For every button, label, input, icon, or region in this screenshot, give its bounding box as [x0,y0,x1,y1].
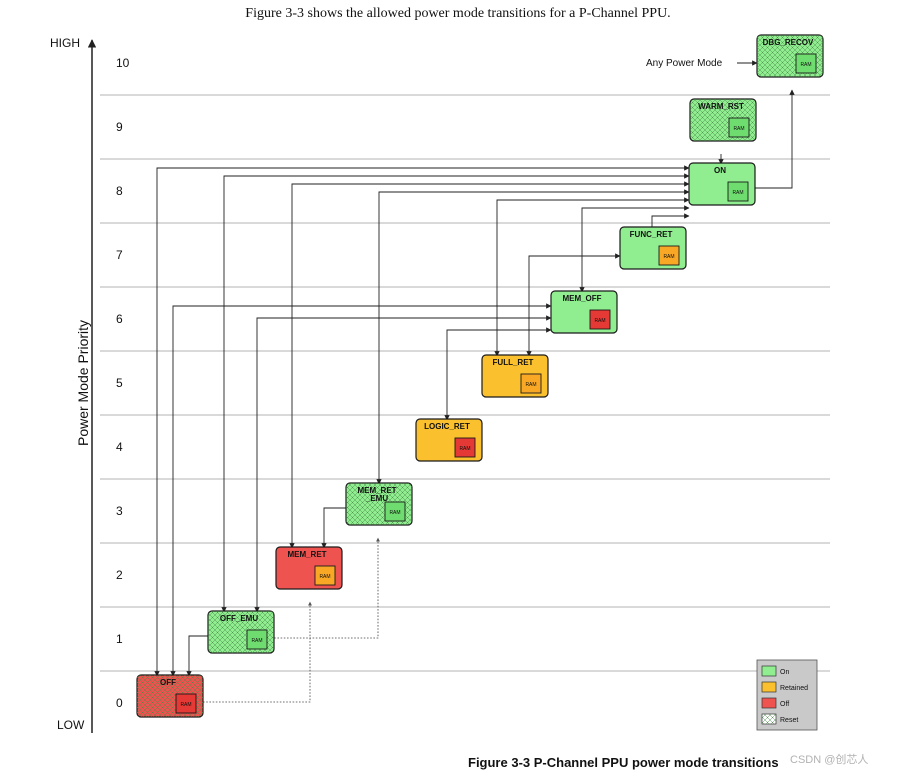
legend-label-on: On [780,669,789,676]
ram-label: RAM [525,382,536,388]
ram-label: RAM [459,446,470,452]
caption-bottom: Figure 3-3 P-Channel PPU power mode tran… [468,755,779,770]
legend-swatch-hatch [762,714,776,724]
state-func-ret: FUNC_RET RAM [619,226,687,270]
ram-block [246,629,268,650]
level-label-2: 2 [116,568,123,582]
caption-top: Figure 3-3 shows the allowed power mode … [245,6,670,21]
ram-block [589,309,611,330]
ram-block [314,565,336,586]
legend-label-retained: Retained [780,685,808,692]
state-dbg-recov: DBG_RECOV RAM [756,34,824,78]
ram-block [520,373,542,394]
ram-label: RAM [800,62,811,68]
ram-label: RAM [180,702,191,708]
ram-label: RAM [251,638,262,644]
state-label: _EMU [365,494,388,503]
ram-label: RAM [733,126,744,132]
ram-block [727,181,749,202]
level-label-6: 6 [116,312,123,326]
transition-offemu-memretemu-dotted [271,537,380,639]
legend-label-reset: Reset [780,717,798,724]
level-label-8: 8 [116,184,123,198]
state-mem-off: MEM_OFF RAM [550,290,618,334]
state-label: MEM_RET [287,550,326,559]
legend-swatch-retained [761,681,777,693]
state-label: FULL_RET [493,358,534,367]
level-label-4: 4 [116,440,123,454]
ram-block [175,693,197,714]
transition-logicret-memoff [444,327,552,421]
transition-funcret-on [651,213,690,228]
transition-fullret-funcret [526,253,621,357]
state-label: LOGIC_RET [424,422,470,431]
state-warm-rst: WARM_RST RAM [689,98,757,142]
level-label-0: 0 [116,696,123,710]
state-label: MEM_OFF [562,294,601,303]
ram-label: RAM [389,510,400,516]
state-boxes: OFFRAMOFF_EMURAMMEM_RETRAMMEM_RET_EMURAM… [136,34,824,718]
ram-block [384,501,406,522]
state-label: FUNC_RET [630,230,673,239]
axis-high-label: HIGH [50,36,80,50]
transition-off-memoff [170,303,552,677]
state-label: OFF_EMU [220,614,258,623]
state-mem-ret-emu: MEM_RET_EMU RAM [345,482,413,526]
watermark: CSDN @创芯人 [790,752,868,766]
transition-lines [154,60,795,703]
level-label-1: 1 [116,632,123,646]
ram-block [658,245,680,266]
transition-off-on [154,165,690,677]
ram-block [454,437,476,458]
state-logic-ret: LOGIC_RET RAM [415,418,483,462]
state-label: DBG_RECOV [763,38,814,47]
ram-label: RAM [663,254,674,260]
state-label: OFF [160,678,176,687]
level-label-5: 5 [116,376,123,390]
transition-off-memret-dotted [203,601,312,703]
legend-swatch-on [761,665,777,677]
legend-swatch-off [761,697,777,709]
transition-offemu-off [186,635,208,677]
axis-title: Power Mode Priority [75,320,91,446]
state-off-emu: OFF_EMU RAM [207,610,275,654]
ram-label: RAM [319,574,330,580]
state-full-ret: FULL_RET RAM [481,354,549,398]
level-label-3: 3 [116,504,123,518]
axis-low-label: LOW [57,718,85,732]
state-label: MEM_RET [357,486,396,495]
state-off: OFF RAM [136,674,204,718]
level-labels: 0 1 2 3 4 5 6 7 8 9 10 [116,56,130,710]
state-on: ON RAM [688,162,756,206]
transition-on-dbgrecov [754,89,795,189]
legend-label-off: Off [780,701,789,708]
level-label-7: 7 [116,248,123,262]
state-label: ON [714,166,726,175]
transition-offemu-memoff [254,315,552,613]
any-power-mode-label: Any Power Mode [646,58,723,69]
ram-block [728,117,750,138]
transition-memretemu-memret [321,507,346,549]
ram-label: RAM [594,318,605,324]
priority-axis: HIGH LOW Power Mode Priority [50,36,97,733]
state-label: WARM_RST [698,102,744,111]
legend: On Retained Off Reset [756,659,818,731]
ram-block [795,53,817,74]
level-label-9: 9 [116,120,123,134]
state-mem-ret: MEM_RET RAM [275,546,343,590]
ram-label: RAM [732,190,743,196]
level-label-10: 10 [116,56,130,70]
